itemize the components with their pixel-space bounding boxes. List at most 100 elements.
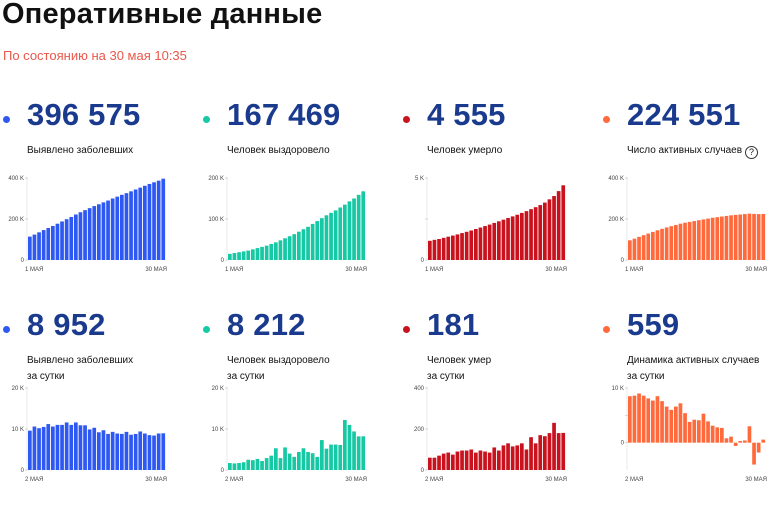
chart-bar[interactable] bbox=[129, 191, 133, 260]
chart-bar[interactable] bbox=[64, 219, 69, 260]
chart-bar[interactable] bbox=[32, 426, 37, 470]
chart-bar[interactable] bbox=[720, 216, 724, 260]
chart-bar[interactable] bbox=[506, 218, 510, 260]
chart-bar[interactable] bbox=[552, 422, 556, 470]
chart-bar[interactable] bbox=[260, 246, 264, 260]
chart-bar[interactable] bbox=[329, 212, 333, 260]
chart-bar[interactable] bbox=[324, 215, 329, 260]
chart-bar[interactable] bbox=[487, 224, 492, 260]
chart-bar[interactable] bbox=[669, 409, 674, 443]
chart-bar[interactable] bbox=[343, 204, 347, 260]
chart-bar[interactable] bbox=[278, 458, 283, 470]
chart-bar[interactable] bbox=[278, 240, 283, 260]
chart-bar[interactable] bbox=[333, 444, 338, 470]
chart-bar[interactable] bbox=[92, 206, 97, 260]
chart-bar[interactable] bbox=[356, 194, 361, 260]
chart-bar[interactable] bbox=[651, 231, 655, 260]
chart-bar[interactable] bbox=[83, 425, 87, 470]
chart-bar[interactable] bbox=[352, 198, 356, 261]
chart-bar[interactable] bbox=[115, 433, 120, 470]
chart-bar[interactable] bbox=[301, 448, 306, 470]
chart-bar[interactable] bbox=[161, 433, 166, 470]
chart-bar[interactable] bbox=[724, 215, 729, 260]
chart-bar[interactable] bbox=[129, 434, 133, 470]
chart-bar[interactable] bbox=[738, 441, 743, 443]
chart-bar[interactable] bbox=[306, 226, 310, 260]
chart-bar[interactable] bbox=[124, 431, 129, 470]
chart-bar[interactable] bbox=[161, 178, 166, 260]
chart-bar[interactable] bbox=[60, 221, 64, 260]
chart-bar[interactable] bbox=[441, 453, 446, 470]
chart-bar[interactable] bbox=[733, 214, 738, 260]
chart-bar[interactable] bbox=[110, 198, 115, 261]
chart-bar[interactable] bbox=[492, 222, 497, 260]
chart-bar[interactable] bbox=[264, 245, 269, 260]
chart-bar[interactable] bbox=[710, 217, 715, 260]
chart-bar[interactable] bbox=[455, 451, 460, 470]
chart-bar[interactable] bbox=[747, 213, 752, 260]
chart-bar[interactable] bbox=[674, 406, 678, 443]
chart-bar[interactable] bbox=[556, 191, 561, 260]
chart-bar[interactable] bbox=[632, 238, 637, 260]
chart-bar[interactable] bbox=[338, 444, 343, 470]
chart-bar[interactable] bbox=[710, 425, 715, 443]
chart-bar[interactable] bbox=[315, 221, 320, 260]
chart-bar[interactable] bbox=[538, 435, 543, 470]
chart-bar[interactable] bbox=[701, 219, 706, 260]
chart-bar[interactable] bbox=[333, 210, 338, 260]
chart-bar[interactable] bbox=[464, 450, 469, 470]
chart-bar[interactable] bbox=[28, 236, 32, 260]
chart-bar[interactable] bbox=[738, 214, 743, 260]
chart-bar[interactable] bbox=[69, 424, 74, 470]
chart-bar[interactable] bbox=[660, 401, 664, 443]
chart-bar[interactable] bbox=[246, 250, 251, 260]
chart-bar[interactable] bbox=[492, 447, 497, 470]
chart-bar[interactable] bbox=[655, 230, 660, 260]
help-icon[interactable]: ? bbox=[745, 146, 759, 159]
chart-bar[interactable] bbox=[664, 406, 669, 443]
chart-bar[interactable] bbox=[697, 220, 701, 260]
chart-bar[interactable] bbox=[715, 217, 720, 260]
chart-bar[interactable] bbox=[315, 456, 320, 470]
chart-bar[interactable] bbox=[143, 433, 147, 470]
chart-bar[interactable] bbox=[228, 253, 232, 260]
chart-bar[interactable] bbox=[37, 232, 41, 260]
chart-bar[interactable] bbox=[506, 443, 510, 470]
chart-bar[interactable] bbox=[529, 437, 533, 470]
chart-bar[interactable] bbox=[338, 207, 343, 260]
chart-bar[interactable] bbox=[510, 216, 515, 260]
chart-bar[interactable] bbox=[460, 450, 464, 470]
chart-bar[interactable] bbox=[729, 436, 733, 443]
chart-bar[interactable] bbox=[752, 442, 756, 465]
chart-bar[interactable] bbox=[646, 398, 651, 443]
chart-bar[interactable] bbox=[692, 221, 697, 260]
chart-bar[interactable] bbox=[510, 446, 515, 470]
chart-bar[interactable] bbox=[641, 395, 646, 443]
chart-bar[interactable] bbox=[347, 424, 352, 470]
chart-bar[interactable] bbox=[687, 421, 692, 443]
chart-bar[interactable] bbox=[501, 219, 506, 260]
chart-bar[interactable] bbox=[761, 213, 766, 260]
chart-bar[interactable] bbox=[287, 236, 292, 260]
chart-bar[interactable] bbox=[715, 427, 720, 443]
chart-bar[interactable] bbox=[28, 430, 32, 470]
chart-bar[interactable] bbox=[269, 455, 274, 470]
chart-bar[interactable] bbox=[232, 463, 237, 470]
chart-bar[interactable] bbox=[120, 194, 124, 260]
chart-bar[interactable] bbox=[152, 182, 156, 260]
chart-bar[interactable] bbox=[156, 180, 161, 260]
chart-bar[interactable] bbox=[287, 453, 292, 470]
chart-bar[interactable] bbox=[432, 457, 437, 470]
chart-bar[interactable] bbox=[51, 225, 55, 260]
chart-bar[interactable] bbox=[474, 452, 478, 470]
chart-bar[interactable] bbox=[320, 218, 324, 260]
chart-bar[interactable] bbox=[632, 395, 637, 443]
chart-bar[interactable] bbox=[720, 427, 724, 443]
chart-bar[interactable] bbox=[46, 228, 51, 260]
chart-bar[interactable] bbox=[237, 252, 241, 260]
chart-bar[interactable] bbox=[664, 227, 669, 260]
chart-bar[interactable] bbox=[352, 431, 356, 470]
chart-bar[interactable] bbox=[64, 422, 69, 470]
chart-bar[interactable] bbox=[83, 210, 87, 260]
chart-bar[interactable] bbox=[761, 439, 766, 443]
